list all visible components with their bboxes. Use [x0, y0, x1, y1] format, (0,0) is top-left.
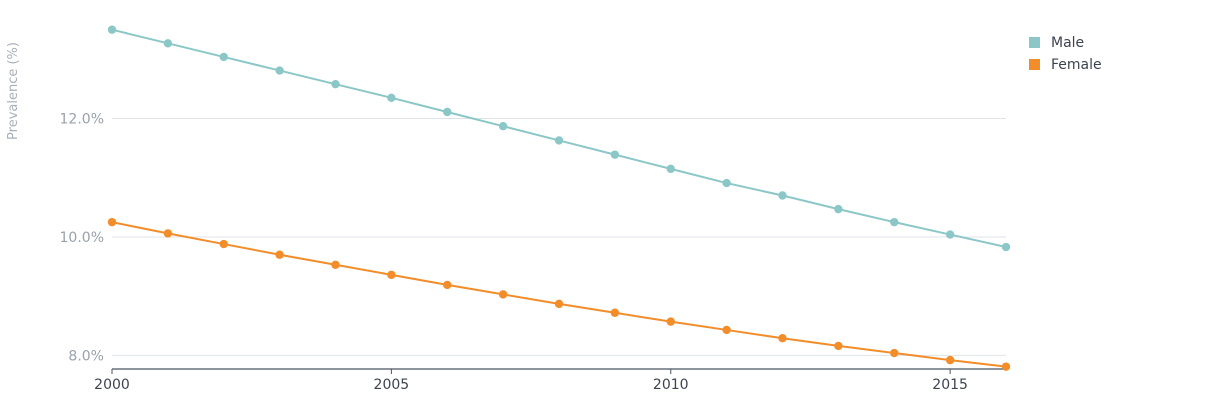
data-point [443, 280, 452, 290]
data-point [890, 217, 899, 227]
legend-item-female: Female [1029, 57, 1102, 73]
data-point [1001, 242, 1011, 252]
legend-label: Male [1051, 35, 1084, 51]
data-point [163, 229, 173, 238]
y-axis-ticks: 8.0% 10.0% 12.0% [60, 112, 104, 365]
y-tick-label: 8.0% [68, 348, 104, 364]
data-point [722, 178, 731, 188]
y-tick-label: 12.0% [60, 112, 104, 128]
x-tick-label: 2005 [374, 377, 410, 393]
data-point [498, 122, 508, 131]
data-point [554, 299, 564, 309]
data-point [107, 25, 117, 34]
data-point [219, 239, 228, 249]
x-tick-label: 2000 [94, 377, 130, 393]
x-axis [111, 368, 1006, 374]
data-point [666, 317, 675, 326]
data-point [1001, 362, 1011, 371]
data-point [219, 52, 228, 62]
data-point [666, 164, 675, 174]
x-tick-label: 2015 [932, 377, 968, 393]
y-axis-title: Prevalence (%) [6, 42, 21, 140]
series-lines [107, 25, 1011, 371]
data-point [387, 93, 396, 102]
data-point [890, 348, 899, 358]
data-point [554, 136, 564, 145]
data-point [610, 308, 620, 317]
series-male [107, 25, 1011, 252]
data-point [275, 66, 284, 75]
data-point [387, 270, 396, 280]
data-point [610, 150, 620, 159]
data-point [275, 250, 284, 259]
data-point [778, 191, 787, 200]
legend-label: Female [1051, 57, 1102, 73]
data-point [945, 230, 955, 239]
x-axis-ticks: 2000 2005 2010 2015 [94, 377, 968, 393]
data-point [498, 290, 508, 299]
legend-swatch [1029, 59, 1040, 70]
data-point [331, 79, 340, 89]
legend: Male Female [1029, 35, 1102, 73]
series-female [107, 217, 1011, 371]
data-point [945, 355, 955, 365]
x-tick-label: 2010 [653, 377, 689, 393]
data-point [834, 341, 843, 351]
data-point [163, 39, 173, 48]
legend-swatch [1029, 37, 1040, 48]
legend-item-male: Male [1029, 35, 1084, 51]
data-point [778, 334, 787, 343]
data-point [443, 107, 452, 117]
data-point [834, 204, 843, 214]
data-point [331, 260, 340, 269]
y-tick-label: 10.0% [60, 230, 104, 246]
gridlines [112, 118, 1006, 356]
series-line-female [111, 221, 1007, 368]
data-point [107, 217, 117, 227]
data-point [722, 325, 731, 335]
